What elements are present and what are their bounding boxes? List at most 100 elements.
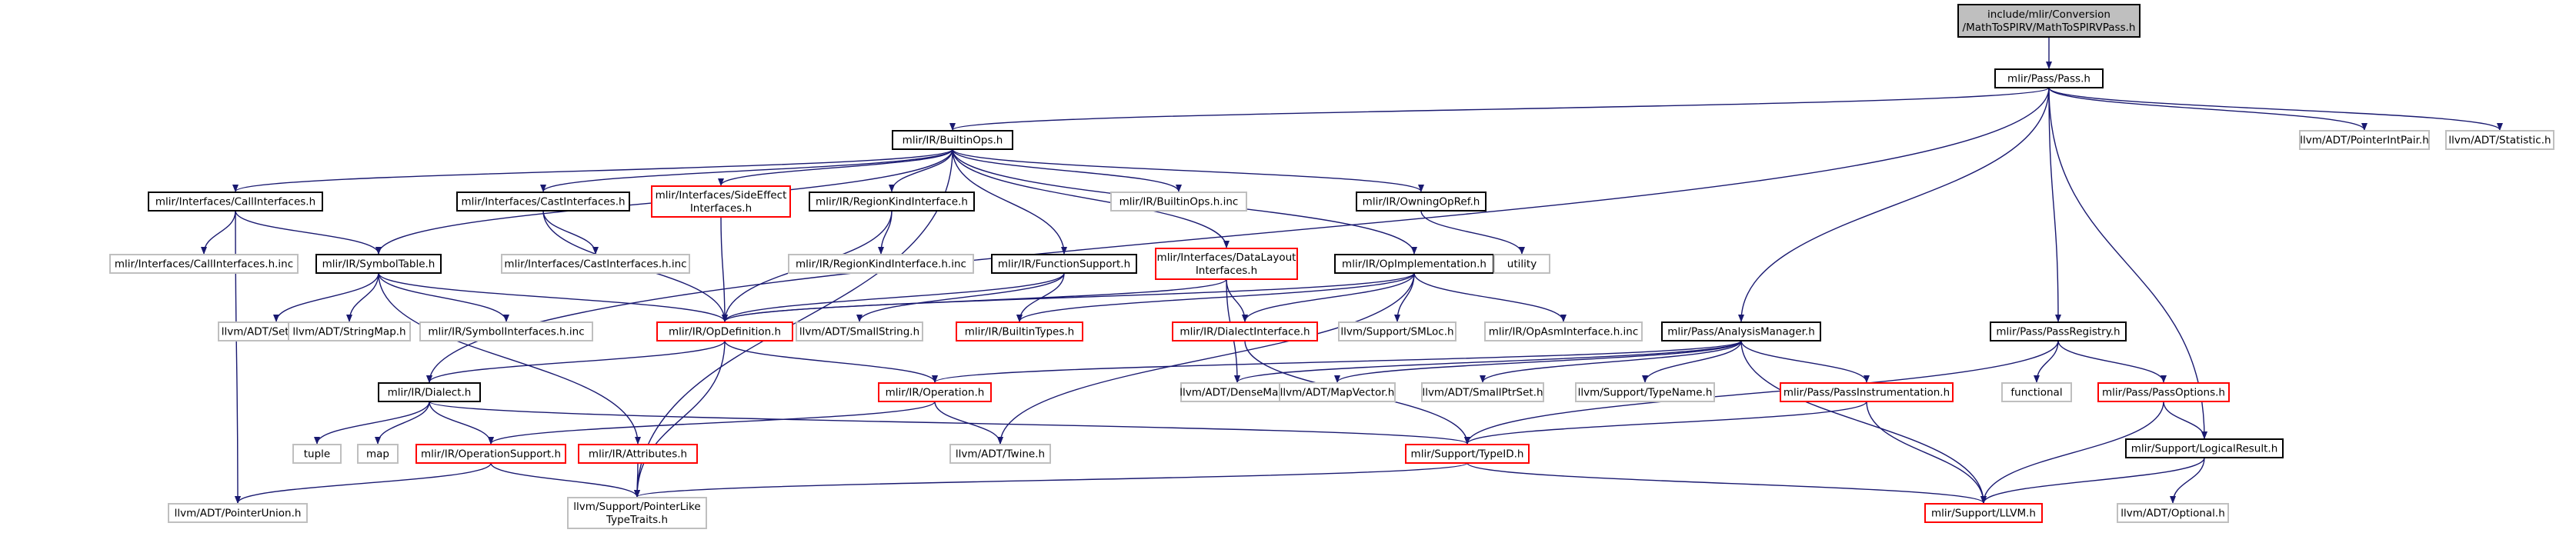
node-passregistry-box xyxy=(1990,321,2127,341)
edge-analysismanager-to-densemap xyxy=(1234,340,1742,383)
node-logicalresult-label-line-0: mlir/Support/LogicalResult.h xyxy=(2131,442,2278,455)
node-operationsupport[interactable]: mlir/IR/OperationSupport.h xyxy=(415,444,566,464)
edges-layer xyxy=(201,36,2503,504)
edge-builtinops-to-sideeffect xyxy=(718,148,953,186)
node-owningopref[interactable]: mlir/IR/OwningOpRef.h xyxy=(1356,192,1487,212)
node-logicalresult[interactable]: mlir/Support/LogicalResult.h xyxy=(2125,438,2284,458)
node-map-box xyxy=(357,444,399,464)
node-passoptions[interactable]: mlir/Pass/PassOptions.h xyxy=(2097,382,2230,402)
node-datalayout-label-line-1: Interfaces.h xyxy=(1196,265,1257,277)
edge-functionsupport-to-smallstring xyxy=(856,272,1065,322)
edge-passinstrumentation-to-typeid xyxy=(1464,401,1867,445)
node-stringmap[interactable]: llvm/ADT/StringMap.h xyxy=(288,321,411,341)
node-castinc[interactable]: mlir/Interfaces/CastInterfaces.h.inc xyxy=(501,254,690,274)
node-datalayout-label-line-0: mlir/Interfaces/DataLayout xyxy=(1157,252,1296,264)
node-opimpl-label-line-0: mlir/IR/OpImplementation.h xyxy=(1342,258,1487,270)
node-passregistry[interactable]: mlir/Pass/PassRegistry.h xyxy=(1990,321,2127,341)
node-llvmh[interactable]: mlir/Support/LLVM.h xyxy=(1924,503,2043,523)
edge-typeid-to-llvmh xyxy=(1467,462,1987,504)
node-opimpl[interactable]: mlir/IR/OpImplementation.h xyxy=(1334,254,1494,274)
node-functionsupport[interactable]: mlir/IR/FunctionSupport.h xyxy=(991,254,1137,274)
edge-builtinops-to-owningopref xyxy=(952,148,1424,192)
node-functional[interactable]: functional xyxy=(2001,382,2072,402)
node-builtinopsinc-label-line-0: mlir/IR/BuiltinOps.h.inc xyxy=(1119,195,1239,208)
node-attributes[interactable]: mlir/IR/Attributes.h xyxy=(578,444,698,464)
node-typeid[interactable]: mlir/Support/TypeID.h xyxy=(1405,444,1530,464)
node-utility[interactable]: utility xyxy=(1493,254,1550,274)
node-castinterfaces-label-line-0: mlir/Interfaces/CastInterfaces.h xyxy=(461,195,625,208)
node-smloc[interactable]: llvm/Support/SMLoc.h xyxy=(1338,321,1457,341)
edge-builtinops-to-regionkind xyxy=(889,148,953,192)
node-typename[interactable]: llvm/Support/TypeName.h xyxy=(1575,382,1715,402)
node-builtintypes[interactable]: mlir/IR/BuiltinTypes.h xyxy=(956,321,1083,341)
node-pointerintpair-box xyxy=(2299,130,2430,150)
node-map[interactable]: map xyxy=(357,444,399,464)
node-pass[interactable]: mlir/Pass/Pass.h xyxy=(1994,68,2104,88)
node-builtinops[interactable]: mlir/IR/BuiltinOps.h xyxy=(892,130,1013,150)
node-tuple[interactable]: tuple xyxy=(292,444,342,464)
node-regionkind-label-line-0: mlir/IR/RegionKindInterface.h xyxy=(816,195,968,208)
node-functionsupport-box xyxy=(991,254,1137,274)
node-owningopref-box xyxy=(1356,192,1487,212)
edge-pass-to-logicalresult xyxy=(2048,87,2207,439)
node-pointerliketypetraits-label-line-1: TypeTraits.h xyxy=(606,514,668,526)
node-densemap[interactable]: llvm/ADT/DenseMap.h xyxy=(1180,382,1295,402)
node-smloc-box xyxy=(1338,321,1457,341)
node-pointerunion-box xyxy=(168,503,308,523)
node-symbolinc[interactable]: mlir/IR/SymbolInterfaces.h.inc xyxy=(419,321,593,341)
edge-sideeffect-to-opdefinition xyxy=(720,216,728,322)
node-smallstring[interactable]: llvm/ADT/SmallString.h xyxy=(796,321,923,341)
node-passinstrumentation[interactable]: mlir/Pass/PassInstrumentation.h xyxy=(1780,382,1954,402)
node-opasminc[interactable]: mlir/IR/OpAsmInterface.h.inc xyxy=(1484,321,1643,341)
node-pointerliketypetraits-box xyxy=(567,497,707,529)
edge-analysismanager-to-typename xyxy=(1642,340,1742,383)
node-pointerintpair-label-line-0: llvm/ADT/PointerIntPair.h xyxy=(2300,134,2429,146)
node-callinc[interactable]: mlir/Interfaces/CallInterfaces.h.inc xyxy=(109,254,299,274)
node-owningopref-label-line-0: mlir/IR/OwningOpRef.h xyxy=(1363,195,1480,208)
edge-opdefinition-to-operation xyxy=(724,340,938,383)
node-mapvector-label-line-0: llvm/ADT/MapVector.h xyxy=(1280,386,1395,398)
node-analysismanager-label-line-0: mlir/Pass/AnalysisManager.h xyxy=(1667,325,1815,338)
node-pointerunion[interactable]: llvm/ADT/PointerUnion.h xyxy=(168,503,308,523)
edge-analysismanager-to-smallptrset xyxy=(1480,340,1742,383)
edge-dialect-to-typeid xyxy=(429,401,1470,445)
edge-callinterfaces-to-callinc xyxy=(201,210,236,255)
node-pointerliketypetraits-label-line-0: llvm/Support/PointerLike xyxy=(573,501,700,513)
node-castinterfaces[interactable]: mlir/Interfaces/CastInterfaces.h xyxy=(456,192,630,212)
node-statistic[interactable]: llvm/ADT/Statistic.h xyxy=(2445,130,2554,150)
node-functionsupport-label-line-0: mlir/IR/FunctionSupport.h xyxy=(998,258,1130,270)
node-twine[interactable]: llvm/ADT/Twine.h xyxy=(949,444,1051,464)
node-analysismanager[interactable]: mlir/Pass/AnalysisManager.h xyxy=(1661,321,1821,341)
edge-symboltable-to-opdefinition xyxy=(378,272,728,322)
node-symboltable[interactable]: mlir/IR/SymbolTable.h xyxy=(315,254,442,274)
node-pointerintpair[interactable]: llvm/ADT/PointerIntPair.h xyxy=(2299,130,2430,150)
node-opasminc-label-line-0: mlir/IR/OpAsmInterface.h.inc xyxy=(1489,325,1639,338)
node-regionkindinc[interactable]: mlir/IR/RegionKindInterface.h.inc xyxy=(788,254,974,274)
node-opdefinition[interactable]: mlir/IR/OpDefinition.h xyxy=(656,321,793,341)
node-dialectinterface[interactable]: mlir/IR/DialectInterface.h xyxy=(1172,321,1318,341)
node-callinterfaces[interactable]: mlir/Interfaces/CallInterfaces.h xyxy=(148,192,323,212)
node-sideeffect-label-line-0: mlir/Interfaces/SideEffect xyxy=(656,189,787,202)
node-symbolinc-label-line-0: mlir/IR/SymbolInterfaces.h.inc xyxy=(428,325,584,338)
node-operation[interactable]: mlir/IR/Operation.h xyxy=(878,382,992,402)
edge-opimpl-to-twine xyxy=(997,272,1415,445)
edge-logicalresult-to-optional xyxy=(2170,457,2205,504)
node-dialect[interactable]: mlir/IR/Dialect.h xyxy=(378,382,481,402)
node-densemap-box xyxy=(1180,382,1294,402)
node-callinc-box xyxy=(109,254,299,274)
node-logicalresult-box xyxy=(2125,438,2284,458)
node-smallptrset[interactable]: llvm/ADT/SmallPtrSet.h xyxy=(1421,382,1544,402)
node-symbolinc-box xyxy=(419,321,593,341)
node-opdefinition-label-line-0: mlir/IR/OpDefinition.h xyxy=(669,325,781,338)
node-attributes-label-line-0: mlir/IR/Attributes.h xyxy=(589,448,687,460)
node-mapvector[interactable]: llvm/ADT/MapVector.h xyxy=(1279,382,1396,402)
node-optional[interactable]: llvm/ADT/Optional.h xyxy=(2117,503,2229,523)
node-regionkind[interactable]: mlir/IR/RegionKindInterface.h xyxy=(809,192,975,212)
edge-typeid-to-pointerliketypetraits xyxy=(634,462,1468,498)
edge-dialect-to-tuple xyxy=(314,401,430,445)
node-builtinopsinc[interactable]: mlir/IR/BuiltinOps.h.inc xyxy=(1110,192,1247,212)
node-stringmap-box xyxy=(288,321,411,341)
